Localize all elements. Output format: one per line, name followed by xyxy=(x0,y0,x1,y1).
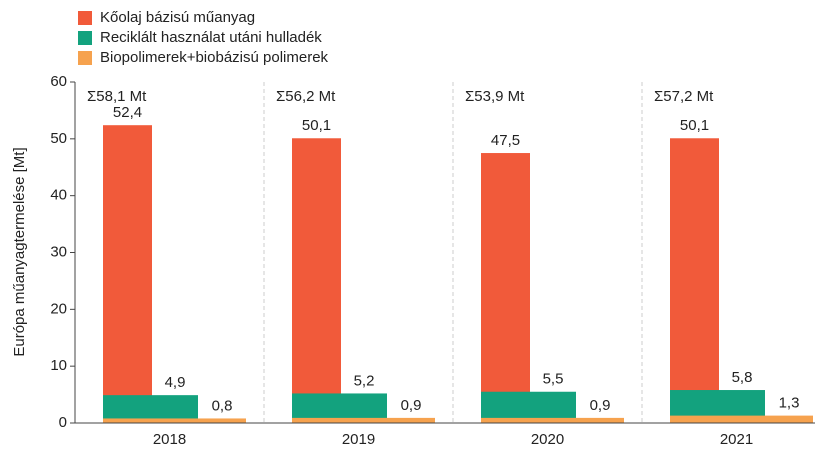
data-label: 50,1 xyxy=(680,117,709,134)
x-tick-label: 2021 xyxy=(720,431,753,448)
y-axis-label: Európa műanyagtermelése [Mt] xyxy=(11,147,28,356)
bar xyxy=(103,395,198,423)
bar xyxy=(481,417,624,423)
legend-label: Reciklált használat utáni hulladék xyxy=(100,29,322,46)
bar xyxy=(481,391,576,423)
bar xyxy=(481,153,530,423)
data-label: 4,9 xyxy=(165,374,186,391)
sum-label: Σ58,1 Mt xyxy=(87,88,147,105)
bar xyxy=(292,138,341,423)
x-tick-label: 2020 xyxy=(531,431,564,448)
y-tick-label: 50 xyxy=(50,130,67,147)
y-tick-label: 10 xyxy=(50,357,67,374)
legend-label: Kőolaj bázisú műanyag xyxy=(100,9,255,26)
sum-label: Σ56,2 Mt xyxy=(276,88,336,105)
y-tick-label: 20 xyxy=(50,300,67,317)
legend-label: Biopolimerek+biobázisú polimerek xyxy=(100,49,329,66)
data-label: 52,4 xyxy=(113,104,142,121)
x-tick-label: 2018 xyxy=(153,431,186,448)
data-label: 1,3 xyxy=(779,395,800,412)
sum-label: Σ57,2 Mt xyxy=(654,88,714,105)
data-label: 5,8 xyxy=(732,369,753,386)
sum-label: Σ53,9 Mt xyxy=(465,88,525,105)
bar xyxy=(103,125,152,424)
x-tick-label: 2019 xyxy=(342,431,375,448)
data-label: 0,9 xyxy=(401,397,422,414)
data-label: 0,8 xyxy=(212,397,233,414)
bar xyxy=(670,138,719,423)
legend-swatch xyxy=(78,11,92,25)
y-tick-label: 0 xyxy=(59,414,67,431)
y-tick-label: 60 xyxy=(50,73,67,90)
data-label: 0,9 xyxy=(590,397,611,414)
y-tick-label: 40 xyxy=(50,187,67,204)
legend-swatch xyxy=(78,31,92,45)
data-label: 47,5 xyxy=(491,132,520,149)
bar xyxy=(103,418,246,423)
data-label: 5,5 xyxy=(543,371,564,388)
bar xyxy=(670,415,813,423)
data-label: 5,2 xyxy=(354,372,375,389)
bar xyxy=(292,417,435,423)
legend-swatch xyxy=(78,51,92,65)
y-tick-label: 30 xyxy=(50,243,67,260)
data-label: 50,1 xyxy=(302,117,331,134)
